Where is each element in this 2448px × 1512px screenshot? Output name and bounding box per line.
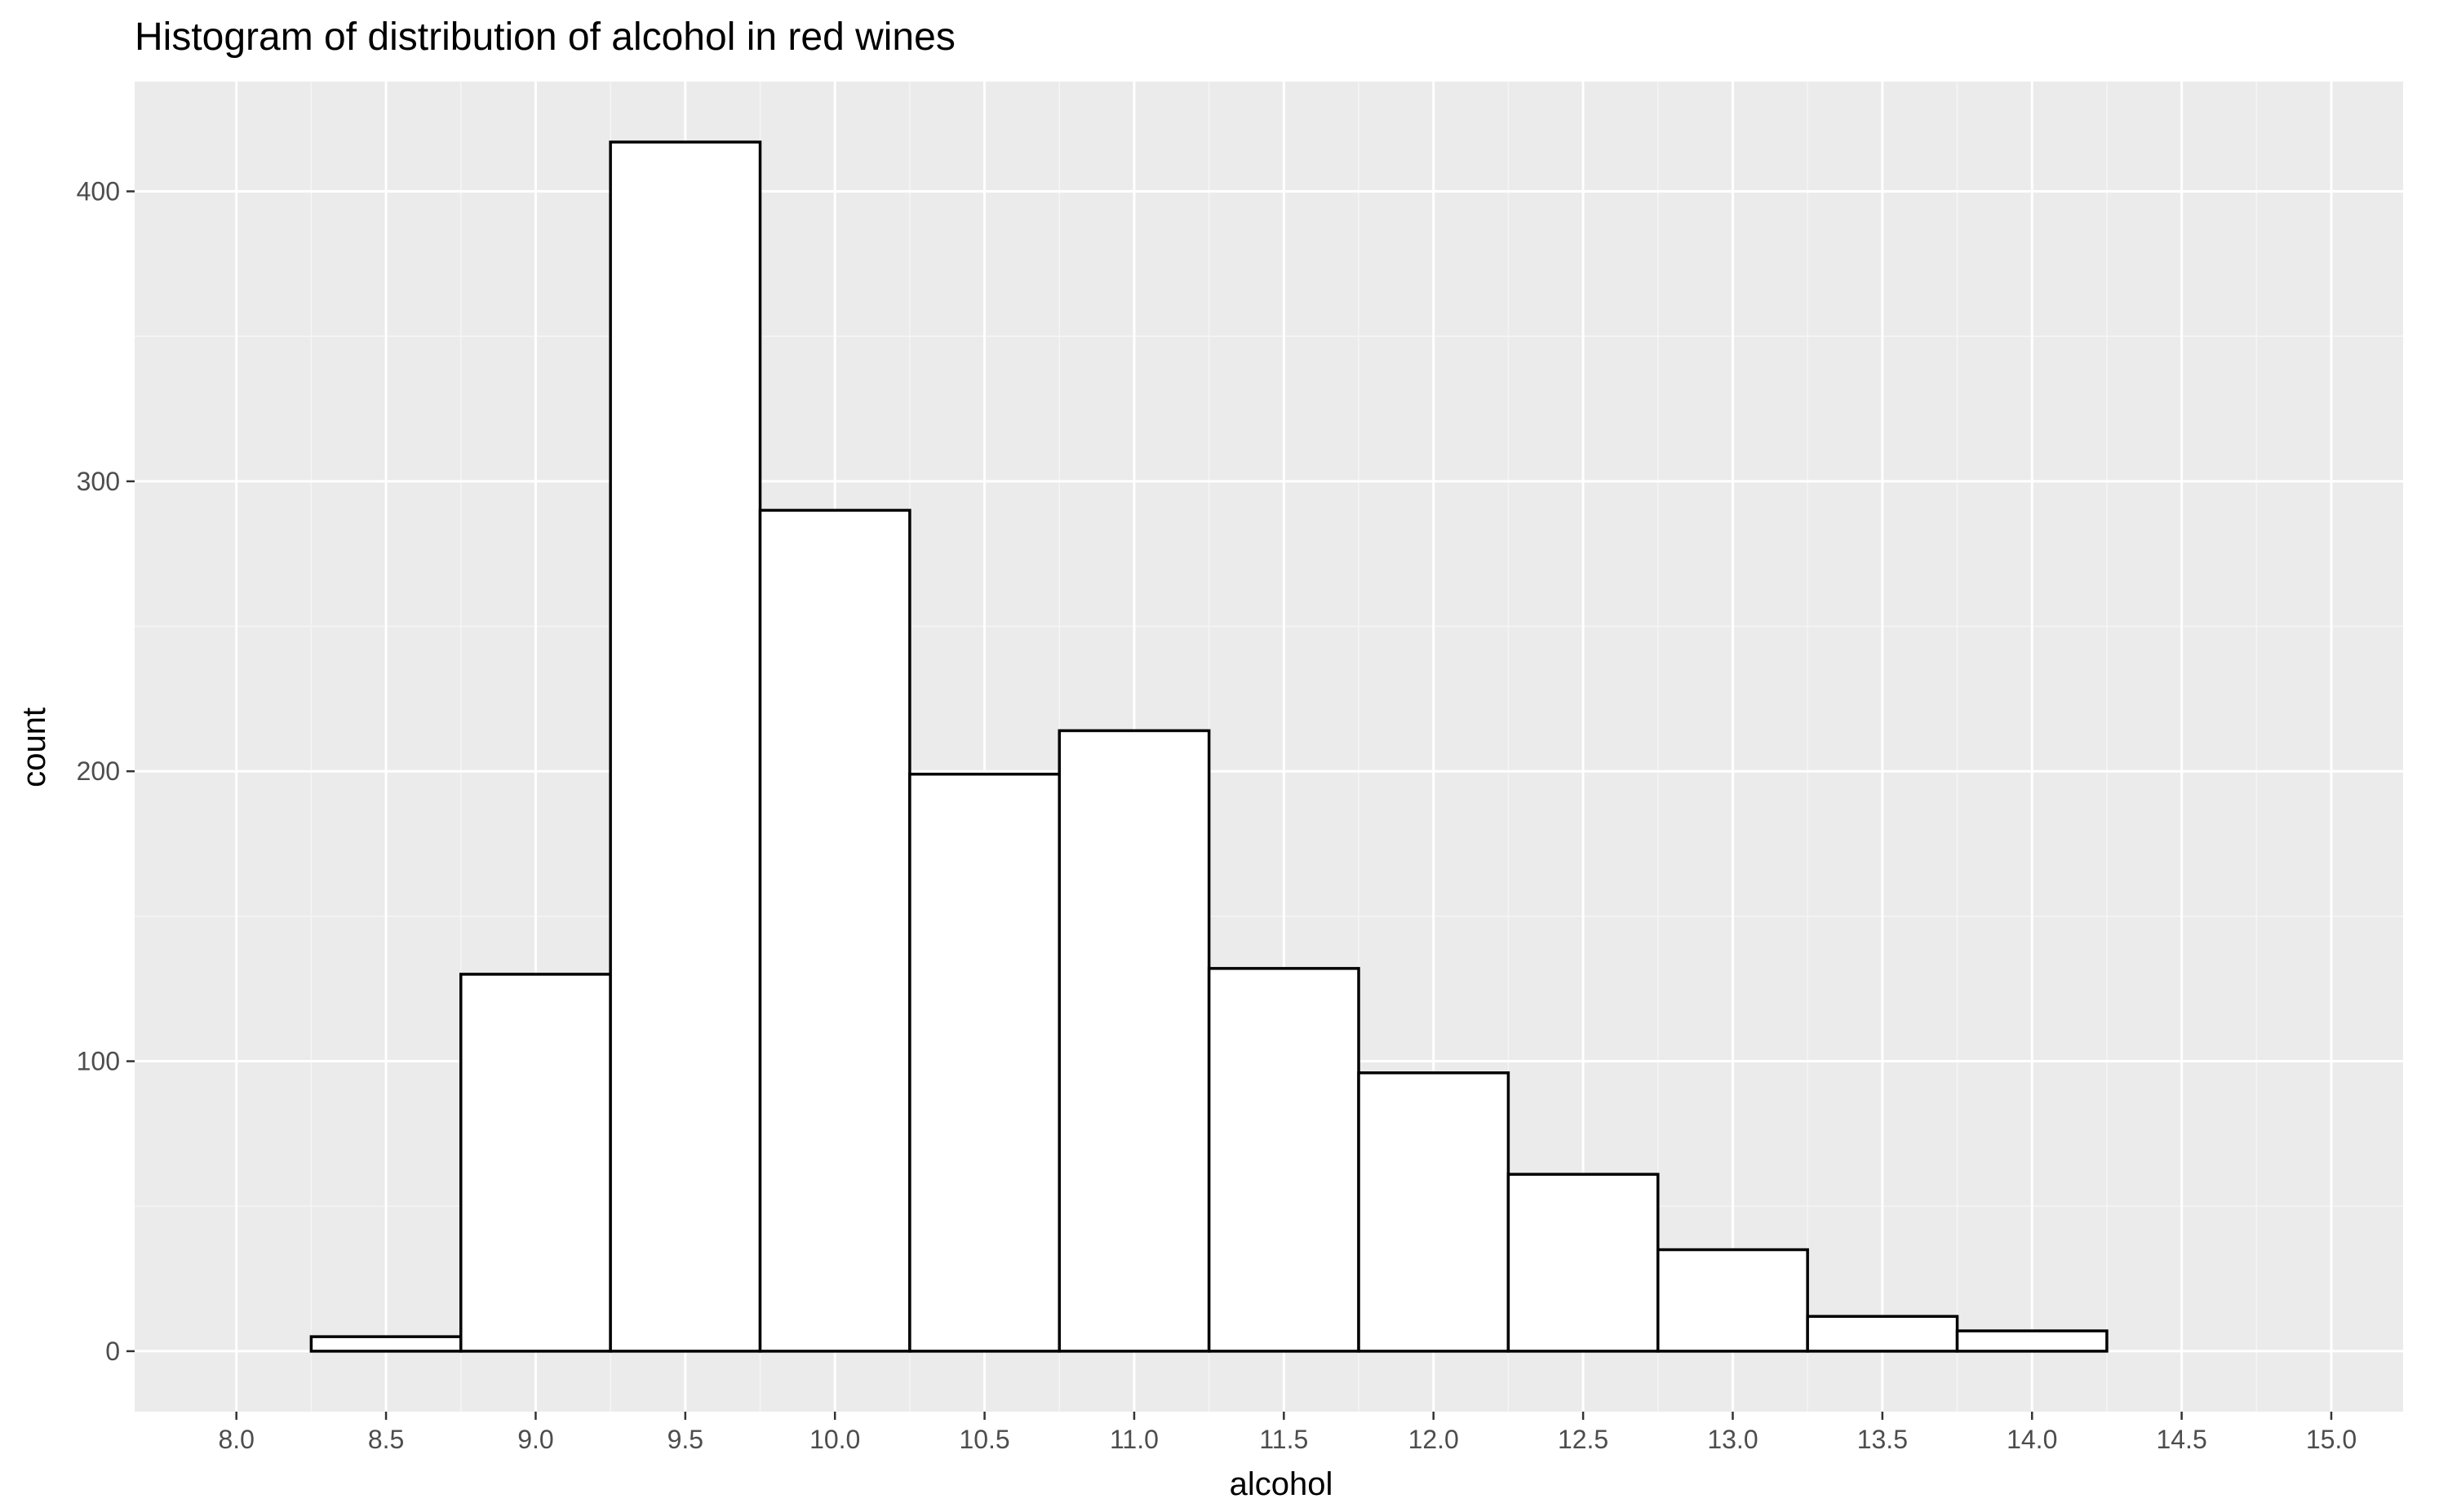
histogram-bar [1058,729,1211,1353]
x-tick-label: 10.0 [809,1425,860,1454]
x-axis-title: alcohol [1230,1466,1333,1502]
histogram-bar [758,508,911,1353]
x-tick-label: 15.0 [2306,1425,2357,1454]
x-tick-label: 13.5 [1857,1425,1908,1454]
y-tick-label: 0 [105,1337,120,1366]
y-tick-label: 300 [77,467,120,496]
histogram-bar [1357,1071,1510,1353]
histogram-bars [309,140,2109,1353]
x-tick-label: 12.0 [1408,1425,1459,1454]
histogram-bar [309,1335,463,1353]
x-tick-label: 9.0 [517,1425,553,1454]
x-tick-label: 8.0 [218,1425,254,1454]
x-tick-label: 14.0 [2007,1425,2057,1454]
histogram-bar [1806,1315,1959,1353]
x-tick-label: 12.5 [1558,1425,1608,1454]
y-axis-title: count [16,707,52,787]
x-tick-label: 10.5 [959,1425,1009,1454]
x-tick-label: 13.0 [1707,1425,1758,1454]
x-tick-label: 11.0 [1110,1425,1159,1454]
histogram-bar [908,773,1062,1353]
histogram-bar [1955,1329,2109,1353]
histogram-bar [459,973,612,1353]
x-tick-label: 8.5 [368,1425,404,1454]
histogram-bar [609,140,762,1353]
chart-title: Histogram of distribution of alcohol in … [135,16,956,59]
y-tick-label: 200 [77,756,120,786]
x-tick-label: 9.5 [667,1425,703,1454]
x-axis: 8.0 8.5 9.0 9.5 10.0 10.5 11.0 11.5 12.0 12.5 13.0… [218,1412,2357,1454]
y-tick-label: 400 [77,177,120,206]
x-tick-label: 11.5 [1259,1425,1308,1454]
x-tick-label: 14.5 [2156,1425,2206,1454]
y-tick-label: 100 [77,1047,120,1076]
histogram-bar [1207,967,1360,1353]
y-axis: 0 100 200 300 400 [77,177,135,1366]
histogram-bar [1506,1173,1660,1353]
histogram-bar [1656,1248,1809,1353]
